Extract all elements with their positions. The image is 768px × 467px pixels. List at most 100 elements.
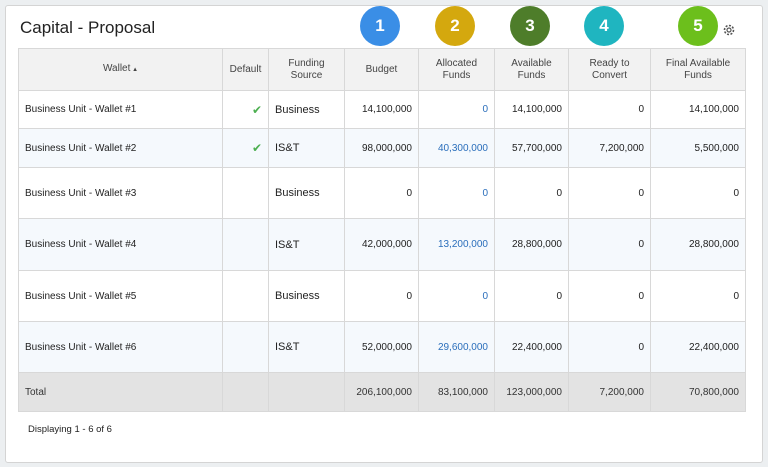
value-cell: 28,800,000 <box>494 218 569 271</box>
default-cell <box>222 270 269 322</box>
column-badge: 5 <box>678 6 718 46</box>
total-value: 83,100,000 <box>418 372 495 412</box>
column-header-text: Allocated Funds <box>435 57 478 81</box>
title: Capital - Proposal <box>20 18 156 37</box>
value-text: 0 <box>733 290 739 302</box>
value-text: 0 <box>556 290 562 302</box>
total-value: 70,800,000 <box>650 372 746 412</box>
value-cell: 0 <box>568 167 651 219</box>
value-cell: 42,000,000 <box>344 218 419 271</box>
allocated-link[interactable]: 0 <box>482 187 488 199</box>
value-text: 14,100,000 <box>511 104 562 115</box>
value-cell: 14,100,000 <box>494 90 569 129</box>
default-cell <box>222 321 269 373</box>
value-cell: 0 <box>650 270 746 322</box>
column-header: Funding Source <box>268 48 345 91</box>
total-value: 206,100,000 <box>344 372 419 412</box>
value-text: 22,400,000 <box>688 341 739 353</box>
settings-icon[interactable] <box>722 23 736 37</box>
value-cell: 0 <box>418 270 495 322</box>
value-text: 0 <box>638 104 644 115</box>
allocated-link[interactable]: 40,300,000 <box>437 142 488 154</box>
value-text: 0 <box>638 187 644 199</box>
column-header: Default <box>222 48 269 91</box>
wallet-cell: Business Unit - Wallet #2 <box>18 128 223 168</box>
empty-cell <box>268 372 345 412</box>
default-cell <box>222 167 269 219</box>
sort-icon: ▲ <box>130 67 139 73</box>
value-cell: 0 <box>568 270 651 322</box>
check-icon: ✔ <box>251 141 262 155</box>
value-cell: 0 <box>418 90 495 129</box>
value-text: 0 <box>638 290 644 302</box>
value-cell: 22,400,000 <box>494 321 569 373</box>
value-text: 57,700,000 <box>511 142 562 154</box>
value-cell: 5,500,000 <box>650 128 746 168</box>
column-header: Ready to Convert <box>568 48 651 91</box>
value-cell: 52,000,000 <box>344 321 419 373</box>
allocated-link[interactable]: 13,200,000 <box>437 239 488 250</box>
value-text: 7,200,000 <box>599 142 645 154</box>
value-text: 14,100,000 <box>361 104 412 115</box>
funding-source-cell: Business <box>268 90 345 129</box>
value-cell: 98,000,000 <box>344 128 419 168</box>
table-row: Business Unit - Wallet #5 Business 0 0 0 0 0 <box>18 270 746 322</box>
table-row: Business Unit - Wallet #1 ✔ Business 14,100… <box>18 90 746 129</box>
value-cell: 40,300,000 <box>418 128 495 168</box>
funding-source-cell: IS&T <box>268 128 345 168</box>
total-row: Total 206,100,000 83,100,000 123,000,000 7,2… <box>18 372 746 412</box>
allocated-link[interactable]: 29,600,000 <box>437 341 488 353</box>
column-header-text: Ready to Convert <box>589 57 630 81</box>
value-text: 0 <box>406 290 412 302</box>
value-text: 0 <box>638 239 644 250</box>
value-text: 0 <box>638 341 644 353</box>
value-text: 98,000,000 <box>361 142 412 154</box>
funding-source-cell: Business <box>268 167 345 219</box>
value-cell: 7,200,000 <box>568 128 651 168</box>
value-cell: 0 <box>344 167 419 219</box>
column-badge: 3 <box>510 6 550 46</box>
column-header: Available Funds <box>494 48 569 91</box>
value-text: 22,400,000 <box>511 341 562 353</box>
column-header: Final Available Funds <box>650 48 746 91</box>
value-text: 0 <box>556 187 562 199</box>
value-cell: 28,800,000 <box>650 218 746 271</box>
allocated-link[interactable]: 0 <box>482 290 488 302</box>
value-text: 0 <box>406 187 412 199</box>
column-header-text: Final Available Funds <box>665 57 731 81</box>
pagination-text: Displaying 1 - 6 of 6 <box>28 424 112 435</box>
value-cell: 14,100,000 <box>650 90 746 129</box>
value-cell: 0 <box>568 218 651 271</box>
allocated-link[interactable]: 0 <box>482 104 488 115</box>
column-badge: 2 <box>435 6 475 46</box>
value-cell: 0 <box>494 167 569 219</box>
value-cell: 29,600,000 <box>418 321 495 373</box>
table-row: Business Unit - Wallet #4 IS&T 42,000,000 1… <box>18 218 746 271</box>
default-cell: ✔ <box>222 90 269 129</box>
value-cell: 0 <box>494 270 569 322</box>
value-cell: 0 <box>568 321 651 373</box>
header-row: Wallet ▲ Default Funding Source Budget Alloc… <box>18 48 746 91</box>
value-text: 5,500,000 <box>694 142 740 154</box>
funding-source-cell: Business <box>268 270 345 322</box>
column-header-text: Budget <box>365 63 398 75</box>
value-cell: 0 <box>650 167 746 219</box>
value-text: 14,100,000 <box>688 104 739 115</box>
total-value: 123,000,000 <box>494 372 569 412</box>
default-cell <box>222 218 269 271</box>
table-row: Business Unit - Wallet #2 ✔ IS&T 98,000,000… <box>18 128 746 168</box>
total-label: Total <box>18 372 223 412</box>
column-header: Budget <box>344 48 419 91</box>
data-table: Wallet ▲ Default Funding Source Budget Alloc… <box>18 48 746 412</box>
value-cell: 57,700,000 <box>494 128 569 168</box>
column-badge: 4 <box>584 6 624 46</box>
wallet-cell: Business Unit - Wallet #1 <box>18 90 223 129</box>
wallet-cell: Business Unit - Wallet #5 <box>18 270 223 322</box>
wallet-cell: Business Unit - Wallet #4 <box>18 218 223 271</box>
column-header[interactable]: Wallet ▲ <box>18 48 223 91</box>
total-value: 7,200,000 <box>568 372 651 412</box>
default-cell: ✔ <box>222 128 269 168</box>
wallet-cell: Business Unit - Wallet #3 <box>18 167 223 219</box>
value-cell: 0 <box>344 270 419 322</box>
